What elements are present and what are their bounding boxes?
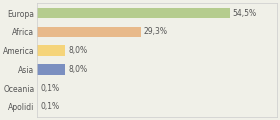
Text: 0,1%: 0,1% (40, 84, 59, 93)
Text: 0,1%: 0,1% (40, 102, 59, 111)
Bar (37, 64, 66, 75)
Text: 8,0%: 8,0% (68, 65, 87, 74)
Bar (37, 8, 230, 18)
Bar (37, 27, 141, 37)
Text: 8,0%: 8,0% (68, 46, 87, 55)
Bar (37, 45, 66, 56)
Text: 29,3%: 29,3% (143, 27, 167, 36)
Text: 54,5%: 54,5% (232, 9, 256, 18)
